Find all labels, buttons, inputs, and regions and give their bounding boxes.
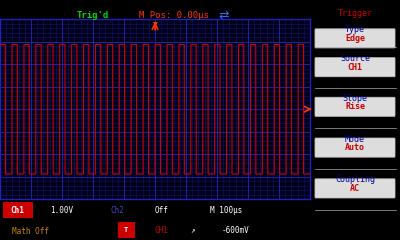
Text: CH1: CH1 <box>154 226 168 235</box>
Text: Ch1: Ch1 <box>11 206 25 215</box>
Text: AC: AC <box>350 184 360 193</box>
Text: T: T <box>124 227 128 233</box>
Text: M 100μs: M 100μs <box>210 206 242 215</box>
Text: ▾: ▾ <box>152 18 158 28</box>
Text: ↗: ↗ <box>190 226 194 235</box>
FancyBboxPatch shape <box>315 179 395 198</box>
FancyBboxPatch shape <box>315 138 395 157</box>
FancyBboxPatch shape <box>315 97 395 116</box>
Text: 1.00V: 1.00V <box>50 206 74 215</box>
Text: Edge: Edge <box>345 34 365 43</box>
Text: Ch2: Ch2 <box>111 206 125 215</box>
Text: Off: Off <box>154 206 168 215</box>
Text: M Pos: 0.00μs: M Pos: 0.00μs <box>139 11 208 20</box>
Text: Auto: Auto <box>345 143 365 152</box>
Text: -600mV: -600mV <box>222 226 250 235</box>
Text: Trig'd: Trig'd <box>77 11 109 20</box>
Text: ⇄: ⇄ <box>218 9 228 22</box>
Text: Mode: Mode <box>345 135 365 144</box>
Text: Slope: Slope <box>342 94 368 103</box>
Text: Coupling: Coupling <box>335 175 375 185</box>
FancyBboxPatch shape <box>315 29 395 48</box>
Bar <box>118 222 135 238</box>
FancyBboxPatch shape <box>315 58 395 77</box>
Text: Trigger: Trigger <box>338 9 372 18</box>
Text: Source: Source <box>340 54 370 63</box>
Text: Math Off: Math Off <box>12 227 50 235</box>
Bar <box>3 203 32 218</box>
Text: Rise: Rise <box>345 102 365 111</box>
Text: CH1: CH1 <box>348 63 362 72</box>
Text: Type: Type <box>345 25 365 35</box>
